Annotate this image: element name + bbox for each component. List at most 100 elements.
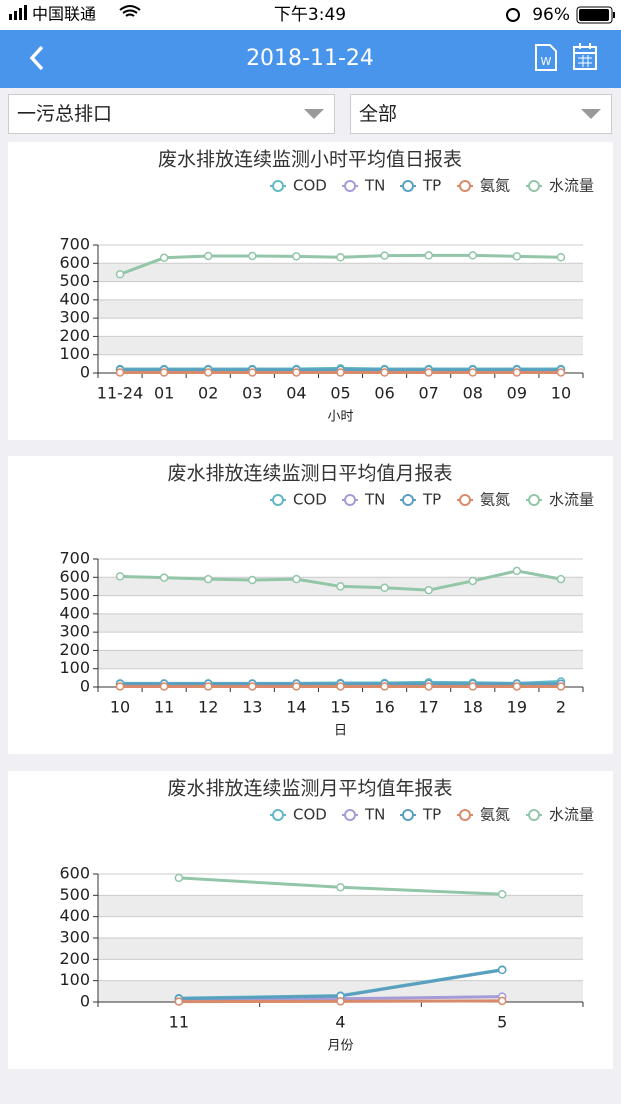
header: 2018-11-24 W — [0, 30, 621, 88]
data-point — [512, 252, 522, 261]
data-point — [424, 368, 433, 377]
legend-label: COD — [293, 177, 327, 195]
y-tick-label: 200 — [59, 640, 90, 659]
x-axis-label: 日 — [334, 724, 347, 739]
chart-title: 废水排放连续监测日平均值月报表 — [167, 463, 452, 485]
data-point — [380, 368, 389, 377]
legend-label: TN — [364, 491, 385, 509]
outlet-text: 一污总排口 — [17, 103, 113, 125]
legend-label: 水流量 — [549, 491, 594, 509]
x-tick-label: 05 — [330, 384, 350, 403]
data-point — [497, 996, 507, 1006]
legend-icon — [528, 809, 540, 821]
data-point — [248, 575, 257, 585]
data-point — [336, 997, 345, 1006]
data-point — [115, 368, 125, 377]
grid-band — [98, 938, 583, 960]
data-point — [497, 965, 507, 975]
x-tick-label: 04 — [286, 384, 306, 403]
data-point — [336, 682, 345, 691]
data-point — [336, 253, 345, 262]
data-point — [248, 251, 257, 261]
chart-card: 废水排放连续监测月平均值年报表 COD TN TP 氨氮 水流量 0 100 200 300 400… — [8, 771, 613, 1069]
grid-band — [98, 613, 583, 633]
scope-select[interactable]: 全部 — [350, 94, 612, 134]
status-icons: 中国联通 下午3:49 96% — [9, 5, 615, 25]
data-point — [424, 682, 433, 691]
data-point — [174, 873, 184, 883]
data-point — [203, 682, 213, 691]
x-tick-label: 13 — [242, 698, 262, 717]
x-tick-label: 01 — [154, 384, 174, 403]
y-tick-label: 600 — [59, 567, 90, 586]
x-tick-label: 15 — [330, 698, 350, 717]
dropdown-arrow — [581, 109, 601, 119]
legend-label: COD — [293, 806, 327, 824]
legend-icon — [459, 494, 471, 506]
legend-label: 水流量 — [549, 177, 594, 195]
y-tick-label: 400 — [59, 603, 90, 622]
status-bar: 中国联通 下午3:49 96% — [0, 0, 621, 30]
legend-label: 氨氮 — [480, 491, 510, 509]
header-title: 2018-11-24 — [246, 46, 374, 71]
legend-label: 氨氮 — [480, 806, 510, 824]
y-tick-label: 700 — [59, 235, 90, 254]
x-tick-label: 08 — [463, 384, 483, 403]
data-point — [115, 572, 125, 581]
data-point — [380, 682, 389, 691]
x-tick-label: 07 — [419, 384, 439, 403]
data-point — [424, 251, 433, 260]
x-tick-label: 10 — [551, 384, 571, 403]
legend-label: TP — [422, 177, 441, 195]
data-point — [292, 368, 301, 377]
data-point — [512, 368, 522, 377]
data-point — [292, 574, 301, 584]
legend-label: 氨氮 — [480, 177, 510, 195]
data-point — [512, 682, 522, 691]
calendar-button[interactable] — [573, 43, 597, 70]
data-point — [556, 253, 566, 262]
legend-icon — [344, 494, 356, 506]
legend-icon — [402, 494, 414, 506]
x-axis-label: 月份 — [327, 1039, 353, 1054]
x-tick-label: 16 — [374, 698, 394, 717]
data-point — [203, 574, 213, 584]
legend-icon — [402, 180, 414, 192]
outlet-select[interactable]: 一污总排口 — [8, 94, 335, 134]
data-point — [159, 682, 169, 691]
legend-icon — [344, 809, 356, 821]
data-point — [468, 576, 478, 586]
legend-label: TP — [422, 491, 441, 509]
back-button[interactable] — [29, 45, 44, 71]
grid-band — [98, 299, 583, 319]
x-tick-label: 11 — [169, 1013, 189, 1032]
x-tick-label: 10 — [110, 698, 130, 717]
y-tick-label: 600 — [59, 864, 90, 883]
x-tick-label: 12 — [198, 698, 218, 717]
y-tick-label: 300 — [59, 622, 90, 641]
data-point — [468, 251, 478, 260]
data-point — [556, 574, 566, 584]
data-point — [203, 368, 213, 377]
y-tick-label: 400 — [59, 289, 90, 308]
data-point — [336, 582, 345, 591]
x-tick-label: 5 — [497, 1013, 507, 1032]
x-tick-label: 03 — [242, 384, 262, 403]
y-tick-label: 400 — [59, 906, 90, 925]
carrier: 中国联通 — [32, 5, 96, 24]
y-tick-label: 300 — [59, 928, 90, 947]
y-tick-label: 600 — [59, 253, 90, 272]
x-axis-label: 小时 — [327, 410, 353, 425]
grid-band — [98, 895, 583, 917]
legend-icon — [528, 494, 540, 506]
x-tick-label: 11 — [154, 698, 174, 717]
data-point — [115, 270, 125, 279]
data-point — [468, 682, 478, 691]
word-export-button[interactable]: W — [535, 44, 557, 71]
x-tick-label: 06 — [374, 384, 394, 403]
x-tick-label: 19 — [507, 698, 527, 717]
data-point — [159, 368, 169, 377]
legend-icon — [528, 180, 540, 192]
data-point — [159, 253, 169, 263]
data-point — [468, 368, 478, 377]
